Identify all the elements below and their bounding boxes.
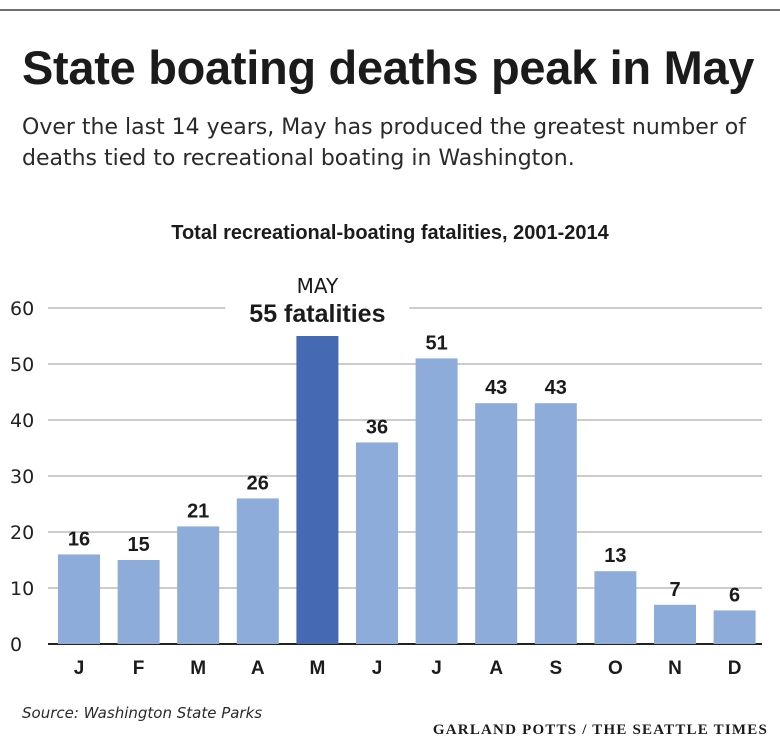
bar	[117, 560, 160, 644]
y-tick-label: 40	[10, 410, 34, 432]
data-label: 36	[366, 416, 388, 438]
bar	[594, 571, 637, 644]
y-tick-label: 0	[10, 634, 22, 656]
bar	[713, 610, 756, 644]
bar	[296, 336, 339, 644]
data-label: 51	[425, 332, 447, 354]
x-tick-label: J	[74, 658, 85, 679]
annotation-month: MAY	[297, 274, 339, 298]
data-label: 6	[729, 584, 740, 606]
bars	[58, 336, 756, 644]
data-label: 16	[68, 528, 90, 550]
value-labels: 16 15 21 26 36 51 43 43 13 7 6	[68, 332, 740, 606]
bar-chart: 0 10 20 30 40 50 60 16 15 21 26 36 51 43 43 13 7 6 J F M A M…	[10, 274, 762, 679]
y-tick-label: 50	[10, 354, 34, 376]
source-note: Source: Washington State Parks	[22, 704, 263, 722]
bar	[654, 604, 696, 644]
data-label: 43	[545, 377, 567, 399]
y-tick-label: 20	[10, 522, 34, 544]
y-tick-label: 10	[10, 578, 34, 600]
x-tick-label: N	[668, 658, 682, 679]
x-tick-label: O	[608, 658, 623, 679]
x-tick-label: J	[372, 658, 383, 679]
data-label: 7	[669, 579, 680, 601]
x-tick-label: S	[549, 658, 562, 679]
data-label: 43	[485, 377, 507, 399]
x-tick-label: M	[309, 658, 325, 679]
top-rule	[0, 9, 780, 11]
data-label: 13	[604, 545, 626, 567]
bar	[356, 442, 398, 644]
gridlines	[48, 307, 762, 645]
bar	[236, 498, 279, 644]
page-subtitle: Over the last 14 years, May has produced…	[22, 115, 746, 171]
x-tick-label: A	[489, 658, 503, 679]
page-title: State boating deaths peak in May	[22, 41, 755, 94]
y-axis-ticks: 0 10 20 30 40 50 60	[10, 298, 34, 656]
y-tick-label: 60	[10, 298, 34, 320]
bar	[58, 554, 100, 644]
y-tick-label: 30	[10, 466, 34, 488]
annotation-value: 55 fatalities	[249, 300, 385, 328]
x-tick-label: M	[190, 658, 206, 679]
x-tick-label: J	[431, 658, 442, 679]
chart-title: Total recreational-boating fatalities, 2…	[171, 222, 609, 244]
x-tick-label: A	[251, 658, 265, 679]
x-tick-label: F	[133, 658, 145, 679]
data-label: 26	[247, 472, 269, 494]
bar	[415, 358, 458, 644]
data-label: 21	[187, 500, 209, 522]
x-tick-label: D	[728, 658, 742, 679]
bar	[534, 403, 577, 644]
credit-line: GARLAND POTTS / THE SEATTLE TIMES	[432, 722, 768, 738]
bar	[177, 526, 220, 644]
bar	[475, 403, 518, 644]
data-label: 15	[127, 534, 149, 556]
